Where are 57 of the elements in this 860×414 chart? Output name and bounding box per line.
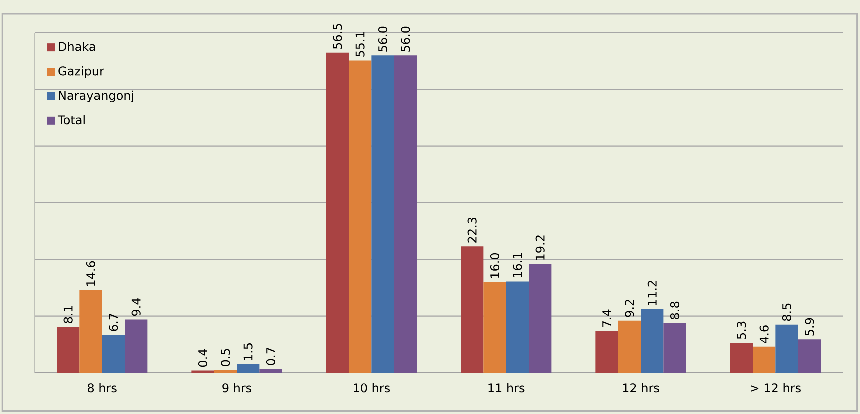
bar bbox=[214, 370, 237, 373]
legend-label: Total bbox=[58, 115, 85, 125]
bar bbox=[506, 282, 530, 373]
bar bbox=[372, 56, 394, 373]
bar bbox=[57, 327, 80, 373]
bar bbox=[776, 324, 798, 373]
bar bbox=[125, 320, 148, 373]
legend-label: Narayangonj bbox=[59, 90, 134, 103]
legend-label: Gazipur bbox=[58, 66, 104, 78]
x-tick-label: 12 hrs bbox=[623, 383, 660, 393]
data-label: 0.4 bbox=[198, 349, 208, 368]
bar bbox=[641, 310, 664, 373]
x-tick-label: > 12 hrs bbox=[751, 383, 801, 393]
bar bbox=[484, 282, 506, 373]
data-label: 4.6 bbox=[760, 326, 769, 344]
data-label: 9.2 bbox=[625, 300, 634, 318]
data-label: 55.1 bbox=[356, 32, 365, 57]
data-label: 5.9 bbox=[805, 318, 814, 336]
x-tick-label: 8 hrs bbox=[88, 383, 117, 393]
data-label: 56.0 bbox=[378, 26, 388, 52]
bar bbox=[664, 323, 686, 373]
data-label: 7.4 bbox=[602, 310, 612, 328]
data-label: 8.1 bbox=[64, 306, 73, 324]
data-label: 9.4 bbox=[132, 298, 141, 316]
bar bbox=[326, 52, 349, 373]
data-label: 19.2 bbox=[536, 236, 545, 260]
x-tick-label: 9 hrs bbox=[222, 383, 252, 393]
bar bbox=[753, 346, 776, 373]
bar bbox=[349, 60, 372, 373]
bar bbox=[102, 335, 126, 373]
data-label: 6.7 bbox=[109, 314, 118, 332]
data-label: 0.7 bbox=[266, 348, 276, 366]
data-label: 16.1 bbox=[513, 253, 522, 278]
data-label: 1.5 bbox=[244, 344, 253, 360]
x-tick-label: 10 hrs bbox=[354, 383, 390, 393]
bar bbox=[730, 342, 754, 373]
bar bbox=[461, 246, 484, 373]
data-label: 56.0 bbox=[401, 26, 410, 52]
legend-label: Dhaka bbox=[59, 42, 96, 52]
data-label: 0.5 bbox=[221, 349, 230, 366]
data-label: 22.3 bbox=[468, 218, 477, 243]
data-label: 14.6 bbox=[86, 261, 96, 286]
bar bbox=[798, 340, 822, 373]
data-label: 16.0 bbox=[490, 253, 500, 278]
bar bbox=[529, 264, 552, 373]
data-label: 56.5 bbox=[333, 24, 342, 49]
bar bbox=[237, 364, 260, 373]
bar bbox=[80, 290, 102, 373]
bar bbox=[618, 320, 642, 373]
data-label: 11.2 bbox=[648, 281, 657, 306]
data-label: 8.5 bbox=[782, 304, 792, 322]
bar bbox=[260, 369, 282, 373]
x-tick-label: 11 hrs bbox=[488, 383, 525, 393]
bar bbox=[394, 56, 417, 373]
data-label: 5.3 bbox=[737, 322, 746, 340]
data-label: 8.8 bbox=[670, 302, 680, 320]
bar bbox=[596, 331, 618, 373]
